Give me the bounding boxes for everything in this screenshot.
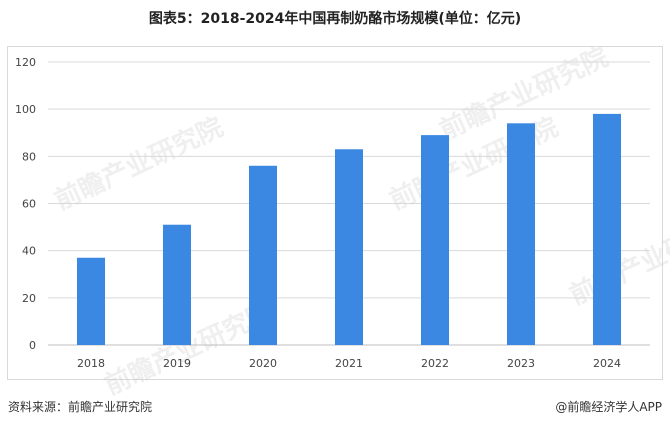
bar-2019: [163, 224, 191, 345]
bar-2022: [421, 135, 449, 345]
x-axis-ticks: 2018 2019 2020 2021 2022 2023 2024: [77, 357, 621, 370]
y-axis-ticks: 0 20 40 60 80 100 120: [15, 56, 36, 352]
x-tick-label: 2019: [163, 357, 191, 370]
y-tick-label: 120: [15, 56, 36, 69]
y-tick-label: 40: [22, 245, 36, 258]
bar-2018: [77, 257, 105, 345]
x-tick-label: 2024: [593, 357, 621, 370]
x-tick-label: 2018: [77, 357, 105, 370]
bar-2023: [507, 123, 535, 345]
watermark-text: 前瞻产业研究院: [50, 111, 228, 216]
y-tick-label: 0: [29, 339, 36, 352]
x-tick-label: 2022: [421, 357, 449, 370]
chart-title: 图表5：2018-2024年中国再制奶酪市场规模(单位：亿元): [148, 11, 522, 27]
source-note: 资料来源：前瞻产业研究院: [8, 400, 153, 414]
x-tick-label: 2023: [507, 357, 535, 370]
x-tick-label: 2020: [249, 357, 277, 370]
bar-2020: [249, 165, 277, 345]
credit-note: @前瞻经济学人APP: [555, 400, 662, 414]
bars: [77, 113, 621, 345]
x-tick-label: 2021: [335, 357, 363, 370]
y-tick-label: 100: [15, 103, 36, 116]
y-tick-label: 20: [22, 292, 36, 305]
bar-2021: [335, 149, 363, 345]
y-tick-label: 60: [22, 198, 36, 211]
chart-frame: [7, 46, 663, 380]
bar-2024: [593, 113, 621, 345]
y-tick-label: 80: [22, 150, 36, 163]
